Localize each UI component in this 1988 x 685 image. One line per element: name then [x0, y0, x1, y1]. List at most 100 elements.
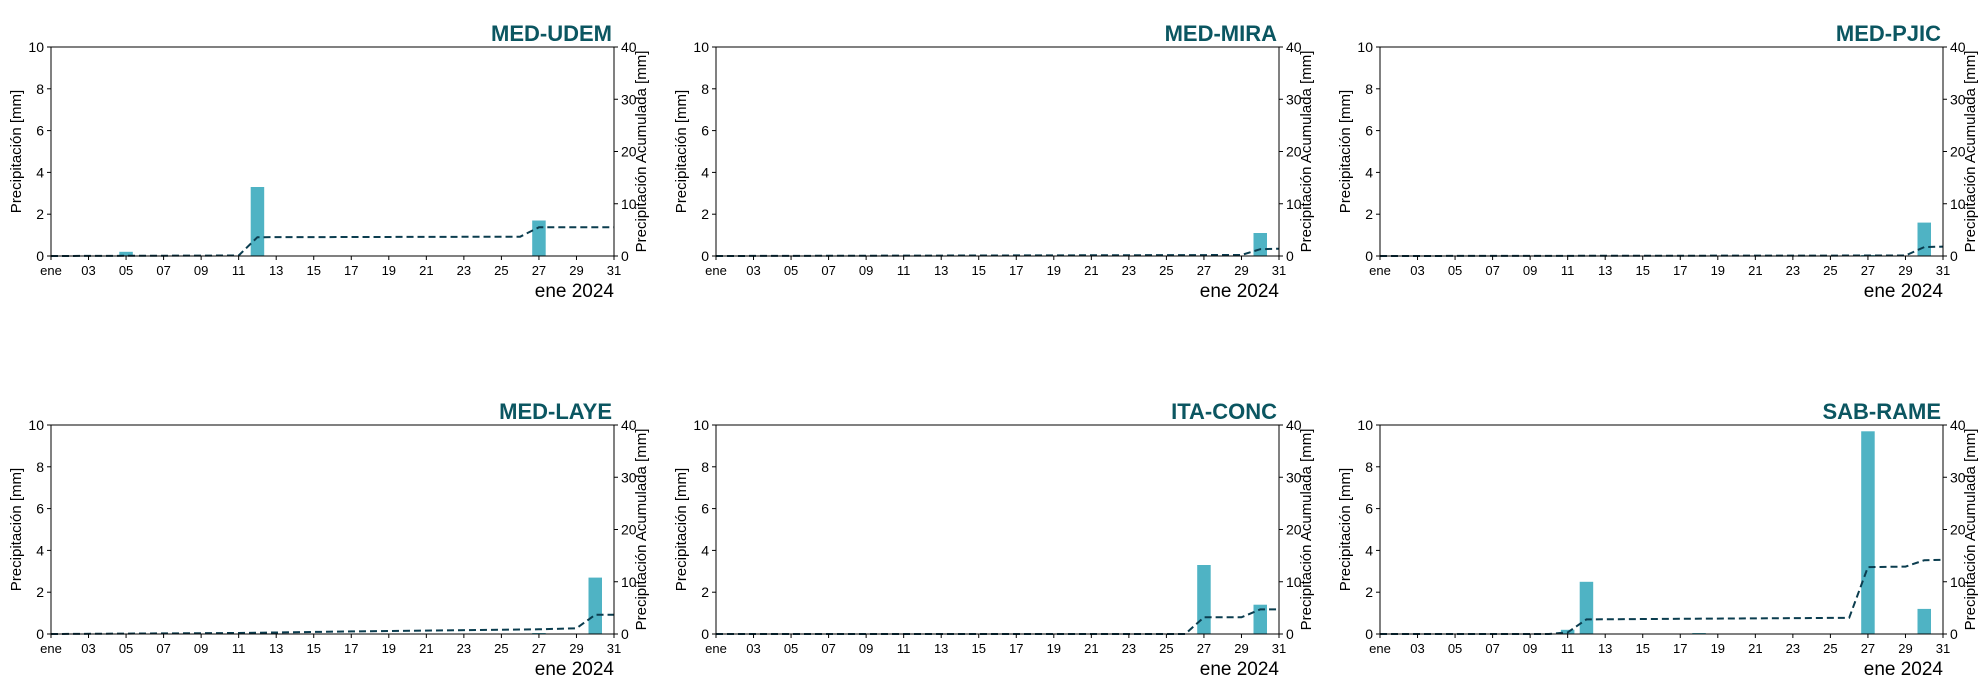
x-tick-label: ene — [40, 641, 62, 656]
y-left-tick-label: 8 — [36, 81, 44, 97]
y-left-tick-label: 4 — [701, 164, 709, 180]
y-left-label: Precipitación [mm] — [673, 468, 690, 591]
x-tick-label: 11 — [1561, 641, 1575, 656]
y-left-tick-label: 6 — [36, 501, 44, 517]
y-left-tick-label: 0 — [36, 248, 44, 264]
y-left-tick-label: 0 — [36, 626, 44, 642]
panel-title: MED-PJIC — [1836, 21, 1941, 46]
y-right-tick-label: 30 — [621, 91, 637, 107]
x-tick-label: 03 — [81, 641, 95, 656]
y-right-tick-label: 40 — [1286, 417, 1302, 433]
y-right-tick-label: 20 — [1950, 144, 1966, 160]
x-tick-label: 07 — [1485, 641, 1499, 656]
y-left-tick-label: 6 — [36, 123, 44, 139]
y-right-tick-label: 40 — [621, 417, 637, 433]
y-right-tick-label: 20 — [1286, 522, 1302, 538]
y-left-tick-label: 6 — [701, 501, 709, 517]
cumulative-line — [1380, 558, 1944, 635]
precip-bar — [1917, 222, 1931, 256]
x-tick-label: 09 — [1523, 641, 1537, 656]
x-tick-label: 07 — [821, 263, 835, 278]
x-axis-label: ene 2024 — [1864, 281, 1944, 302]
y-right-label: Precipitación Acumulada [mm] — [1962, 51, 1979, 253]
x-tick-label: 31 — [1272, 263, 1286, 278]
x-tick-label: 07 — [821, 641, 835, 656]
y-right-tick-label: 20 — [1286, 144, 1302, 160]
x-tick-label: 29 — [1234, 263, 1248, 278]
x-tick-label: 25 — [1159, 641, 1173, 656]
panel-title: MED-LAYE — [499, 399, 612, 424]
y-right-tick-label: 0 — [1286, 248, 1294, 264]
x-tick-label: 05 — [784, 263, 798, 278]
y-left-tick-label: 2 — [1365, 584, 1373, 600]
x-tick-label: 17 — [344, 263, 358, 278]
x-tick-label: 13 — [934, 641, 948, 656]
y-right-tick-label: 20 — [621, 522, 637, 538]
x-tick-label: 03 — [1410, 263, 1424, 278]
x-tick-label: 31 — [1936, 263, 1950, 278]
panel-title: MED-MIRA — [1165, 21, 1278, 46]
y-left-tick-label: 8 — [701, 459, 709, 475]
x-tick-label: 03 — [81, 263, 95, 278]
x-tick-label: 11 — [232, 641, 246, 656]
x-tick-label: 17 — [1009, 263, 1023, 278]
panel-title: SAB-RAME — [1822, 399, 1941, 424]
precip-bar — [250, 187, 265, 256]
x-tick-label: 25 — [494, 263, 508, 278]
y-right-tick-label: 0 — [1286, 626, 1294, 642]
x-axis-label: ene 2024 — [535, 659, 615, 680]
precip-bar — [1579, 581, 1594, 635]
precip-bar — [1861, 431, 1875, 634]
x-tick-label: 29 — [569, 263, 583, 278]
y-left-label: Precipitación [mm] — [8, 90, 25, 213]
x-tick-label: 25 — [494, 641, 508, 656]
y-right-tick-label: 0 — [1950, 626, 1958, 642]
y-right-tick-label: 10 — [621, 196, 637, 212]
x-tick-label: 25 — [1823, 641, 1837, 656]
x-tick-label: 15 — [971, 263, 985, 278]
y-left-tick-label: 4 — [1365, 542, 1373, 558]
x-tick-label: 15 — [971, 641, 985, 656]
x-tick-label: 29 — [1898, 641, 1912, 656]
y-right-label: Precipitación Acumulada [mm] — [1298, 429, 1315, 631]
x-tick-label: 19 — [382, 263, 396, 278]
y-left-tick-label: 2 — [36, 584, 44, 600]
x-tick-label: 09 — [194, 263, 208, 278]
y-left-tick-label: 6 — [1365, 123, 1373, 139]
x-tick-label: 09 — [859, 641, 873, 656]
y-right-label: Precipitación Acumulada [mm] — [1962, 429, 1979, 631]
x-tick-label: 17 — [1673, 641, 1687, 656]
y-right-tick-label: 0 — [1950, 248, 1958, 264]
x-tick-label: 05 — [119, 641, 133, 656]
x-tick-label: 07 — [156, 641, 170, 656]
x-tick-label: 21 — [419, 263, 433, 278]
y-right-tick-label: 10 — [1950, 574, 1966, 590]
cumulative-line — [50, 613, 614, 635]
x-tick-label: 09 — [1523, 263, 1537, 278]
x-axis-label: ene 2024 — [1200, 281, 1280, 302]
x-tick-label: 19 — [1047, 641, 1061, 656]
precip-bar — [1253, 233, 1267, 256]
y-left-tick-label: 6 — [1365, 501, 1373, 517]
y-right-tick-label: 40 — [621, 39, 637, 55]
x-tick-label: 17 — [344, 641, 358, 656]
x-tick-label: 21 — [1084, 641, 1098, 656]
x-tick-label: 03 — [1410, 641, 1424, 656]
x-tick-label: 07 — [156, 263, 170, 278]
x-tick-label: 31 — [1936, 641, 1950, 656]
x-tick-label: 15 — [306, 641, 320, 656]
precip-bar — [588, 577, 602, 634]
y-right-tick-label: 10 — [1286, 196, 1302, 212]
y-left-tick-label: 2 — [1365, 206, 1373, 222]
y-left-tick-label: 2 — [701, 206, 709, 222]
x-tick-label: ene — [1369, 263, 1391, 278]
x-tick-label: ene — [705, 263, 727, 278]
x-tick-label: 19 — [1711, 263, 1725, 278]
y-left-tick-label: 4 — [36, 164, 44, 180]
y-right-tick-label: 30 — [621, 469, 637, 485]
y-right-tick-label: 30 — [1286, 91, 1302, 107]
y-right-tick-label: 40 — [1950, 417, 1966, 433]
cumulative-line — [1379, 245, 1944, 257]
y-right-label: Precipitación Acumulada [mm] — [1298, 51, 1315, 253]
